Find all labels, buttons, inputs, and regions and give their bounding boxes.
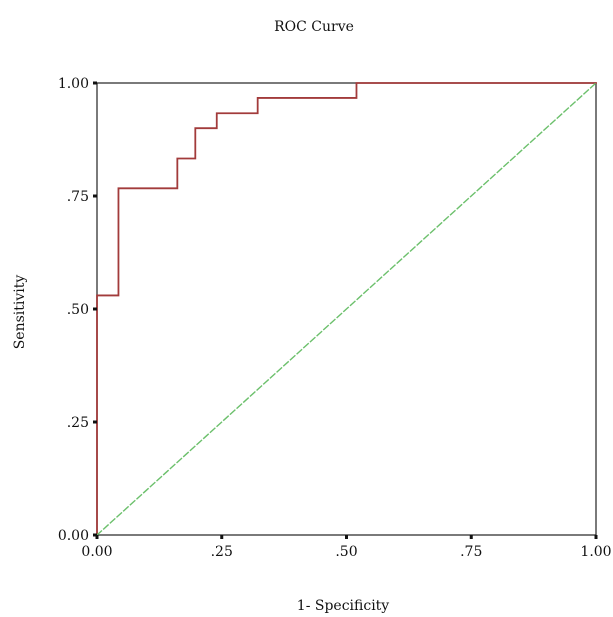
- chart-title: ROC Curve: [274, 19, 354, 35]
- y-tick-label: .50: [67, 302, 89, 318]
- y-tick-label: .25: [67, 415, 89, 431]
- x-tick-label: 0.00: [81, 544, 112, 560]
- x-tick-label: 1.00: [580, 544, 611, 560]
- x-tick-label: .25: [211, 544, 233, 560]
- series-layer: [96, 82, 597, 536]
- y-tick-label: .75: [67, 189, 89, 205]
- reference-diagonal-line: [96, 82, 597, 536]
- y-tick-label: 1.00: [58, 76, 89, 92]
- y-axis: 0.00 .25 .50 .75 1.00: [58, 76, 97, 544]
- y-tick-label: 0.00: [58, 528, 89, 544]
- x-axis: 0.00 .25 .50 .75 1.00: [81, 535, 612, 560]
- x-tick-label: .50: [335, 544, 357, 560]
- x-tick-label: .75: [460, 544, 482, 560]
- roc-curve-line: [96, 82, 597, 536]
- y-axis-label: Sensitivity: [12, 275, 28, 350]
- x-axis-label: 1- Specificity: [297, 598, 390, 614]
